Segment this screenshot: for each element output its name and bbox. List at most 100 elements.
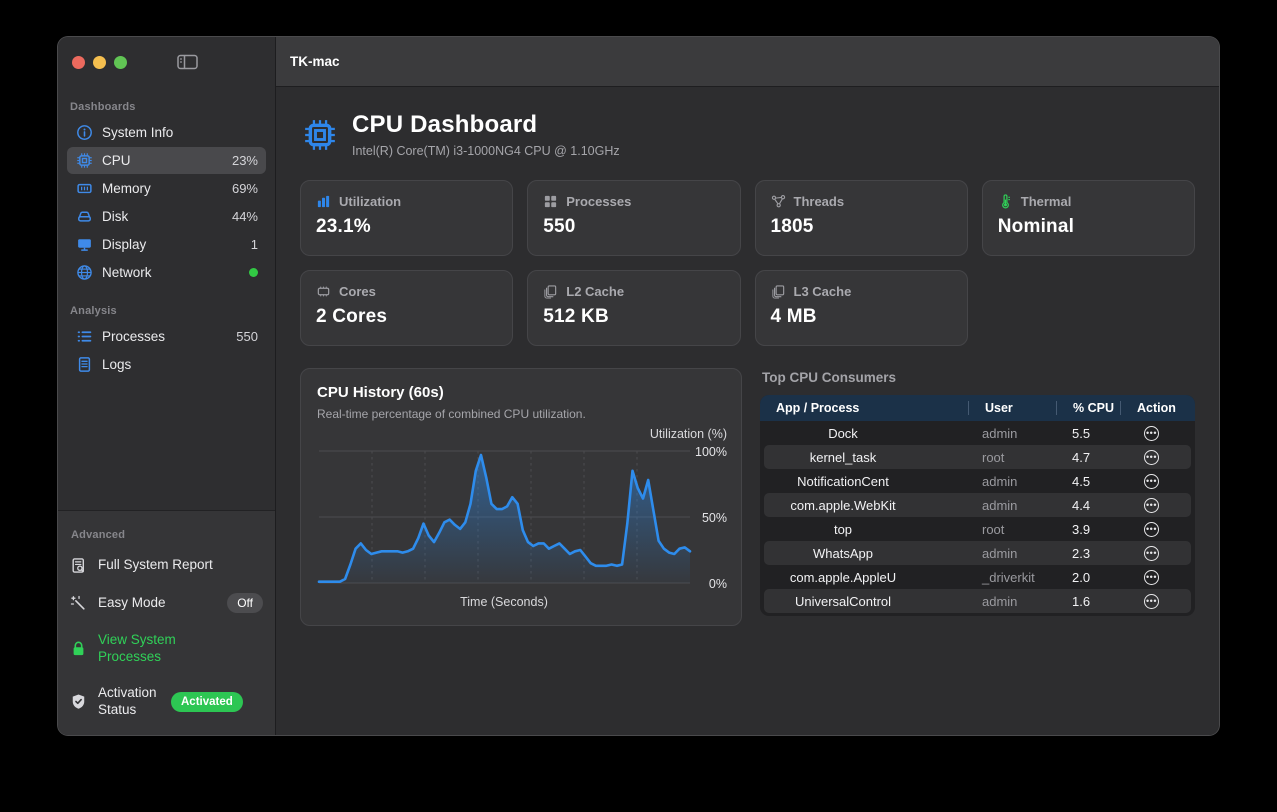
cpu-history-chart: Utilization (%) 100% 50% 0% Time (Second… — [317, 427, 727, 609]
stat-card-threads: Threads 1805 — [754, 180, 968, 256]
table-row: top root 3.9 ••• — [764, 517, 1191, 541]
process-user: admin — [982, 425, 1018, 441]
row-actions-button[interactable]: ••• — [1144, 497, 1159, 513]
x-axis-title: Time (Seconds) — [460, 595, 548, 609]
table-row: NotificationCent admin 4.5 ••• — [764, 469, 1191, 493]
sidebar-item-disk[interactable]: Disk 44% — [67, 203, 266, 230]
stat-label: Cores — [339, 284, 376, 299]
dashboard-content: CPU Dashboard Intel(R) Core(TM) i3-1000N… — [276, 87, 1219, 735]
sidebar-item-label: Processes — [102, 329, 166, 344]
sidebar-item-label: System Info — [102, 125, 174, 140]
stat-value: 550 — [543, 216, 576, 237]
adv-item-label: Easy Mode — [98, 594, 166, 610]
view-system-processes-button[interactable]: View System Processes — [70, 632, 263, 666]
row-actions-button[interactable]: ••• — [1144, 593, 1159, 609]
stat-card-utilization: Utilization 23.1% — [300, 180, 514, 256]
sidebar-nav: Dashboards System Info CPU 23% Memory 69… — [58, 87, 275, 379]
stat-label: Thermal — [1020, 194, 1072, 209]
layers-icon — [771, 284, 786, 299]
sidebar-item-label: Memory — [102, 181, 151, 196]
sidebar-item-memory[interactable]: Memory 69% — [67, 175, 266, 202]
sidebar-item-processes[interactable]: Processes 550 — [67, 323, 266, 350]
y-tick-0: 0% — [709, 577, 727, 591]
zoom-window-button[interactable] — [114, 55, 127, 69]
table-row: Dock admin 5.5 ••• — [764, 421, 1191, 445]
row-actions-button[interactable]: ••• — [1144, 521, 1159, 537]
sidebar-advanced-panel: Advanced Full System Report Easy Mode Of… — [58, 510, 275, 735]
thermometer-icon — [998, 194, 1013, 209]
table-row: com.apple.AppleU _driverkit 2.0 ••• — [764, 565, 1191, 589]
app-window: Dashboards System Info CPU 23% Memory 69… — [57, 36, 1220, 736]
adv-item-label: View System Processes — [98, 632, 176, 664]
process-user: _driverkit — [982, 569, 1035, 585]
stat-value: 512 KB — [543, 306, 609, 327]
stat-label: Threads — [793, 194, 845, 209]
stat-value: 2 Cores — [316, 306, 388, 327]
sidebar-item-value: 69% — [231, 181, 258, 196]
process-name: NotificationCent — [797, 473, 889, 489]
sidebar-item-label: CPU — [102, 153, 131, 168]
process-user: admin — [982, 593, 1018, 609]
grid-icon — [543, 194, 558, 209]
process-name: com.apple.AppleU — [789, 569, 897, 585]
close-window-button[interactable] — [72, 55, 85, 69]
stat-card-l3-cache: L3 Cache 4 MB — [754, 270, 968, 346]
globe-icon — [76, 264, 93, 281]
sidebar-item-logs[interactable]: Logs — [67, 351, 266, 378]
row-actions-button[interactable]: ••• — [1144, 449, 1159, 465]
minimize-window-button[interactable] — [93, 55, 106, 69]
sidebar-item-label: Disk — [102, 209, 129, 224]
process-cpu: 2.0 — [1072, 569, 1091, 585]
table-row: kernel_task root 4.7 ••• — [764, 445, 1191, 469]
sidebar-item-network[interactable]: Network — [67, 259, 266, 286]
window-titlebar[interactable]: TK-mac — [276, 37, 1219, 87]
adv-item-label: Full System Report — [98, 557, 213, 573]
sidebar-item-system-info[interactable]: System Info — [67, 119, 266, 146]
cpu-history-chart-card: CPU History (60s) Real-time percentage o… — [300, 368, 742, 626]
sidebar-item-cpu[interactable]: CPU 23% — [67, 147, 266, 174]
row-actions-button[interactable]: ••• — [1144, 569, 1159, 585]
process-cpu: 2.3 — [1072, 545, 1091, 561]
lock-icon — [70, 640, 87, 657]
row-actions-button[interactable]: ••• — [1144, 473, 1159, 489]
wand-icon — [70, 595, 87, 612]
process-user: admin — [982, 545, 1018, 561]
sidebar-item-label: Logs — [102, 357, 132, 372]
easy-mode-toggle[interactable]: Easy Mode Off — [70, 593, 263, 613]
process-cpu: 3.9 — [1072, 521, 1091, 537]
stat-label: L2 Cache — [566, 284, 625, 299]
adv-item-label: Activation Status — [98, 684, 157, 717]
stat-card-processes: Processes 550 — [527, 180, 741, 256]
document-icon — [76, 356, 93, 373]
memory-icon — [76, 180, 93, 197]
process-name: WhatsApp — [813, 545, 873, 561]
process-name: top — [833, 521, 853, 537]
sidebar-item-display[interactable]: Display 1 — [67, 231, 266, 258]
chart-line — [317, 453, 692, 583]
sidebar-toggle-icon[interactable] — [177, 54, 198, 70]
activation-status-item[interactable]: Activation Status Activated — [70, 685, 263, 719]
process-cpu: 1.6 — [1072, 593, 1091, 609]
consumers-title: Top CPU Consumers — [762, 370, 897, 385]
stat-label: Processes — [566, 194, 632, 209]
sidebar-item-label: Network — [102, 265, 152, 280]
chart-title: CPU History (60s) — [317, 384, 444, 401]
top-cpu-consumers: Top CPU Consumers App / Process User % C… — [760, 368, 1195, 616]
process-user: admin — [982, 473, 1018, 489]
row-actions-button[interactable]: ••• — [1144, 545, 1159, 561]
process-name: kernel_task — [809, 449, 877, 465]
full-system-report-button[interactable]: Full System Report — [70, 557, 263, 574]
shield-check-icon — [70, 693, 87, 710]
row-actions-button[interactable]: ••• — [1144, 425, 1159, 441]
table-row: com.apple.WebKit admin 4.4 ••• — [764, 493, 1191, 517]
stat-label: L3 Cache — [793, 284, 852, 299]
chart-subtitle: Real-time percentage of combined CPU uti… — [317, 407, 586, 421]
bar-chart-icon — [316, 194, 331, 209]
consumers-table: App / Process User % CPU Action Dock admi… — [760, 395, 1195, 616]
sidebar-titlebar — [58, 37, 275, 87]
stat-cards: Utilization 23.1% Processes 550 Threads … — [300, 180, 1195, 346]
disk-icon — [76, 208, 93, 225]
consumers-table-header: App / Process User % CPU Action — [760, 395, 1195, 421]
window-title: TK-mac — [290, 54, 340, 69]
process-name: com.apple.WebKit — [790, 497, 896, 513]
